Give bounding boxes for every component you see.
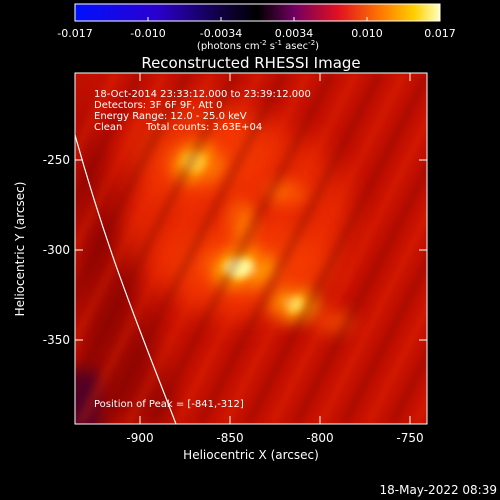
stripe-artifact xyxy=(363,299,427,424)
x-tick-label: -750 xyxy=(396,431,423,445)
stripe-artifact xyxy=(339,252,427,424)
timestamp: 18-May-2022 08:39 xyxy=(380,483,497,497)
stripe-artifact xyxy=(387,346,427,424)
colorbar-unit-label: (photons cm-2 s-1 asec-2) xyxy=(197,39,319,52)
y-tick-label: -250 xyxy=(43,153,70,167)
info-annotations: 18-Oct-2014 23:33:12.000 to 23:39:12.000… xyxy=(94,89,311,410)
info-total-counts: Total counts: 3.63E+04 xyxy=(145,122,262,133)
colorbar-tick-label: -0.0034 xyxy=(200,27,242,40)
stripe-artifact xyxy=(315,205,427,424)
rhessi-image xyxy=(75,73,500,424)
colorbar: -0.017 -0.010 -0.0034 0.0034 0.010 0.017… xyxy=(57,3,456,52)
stripe-artifact xyxy=(75,73,241,397)
y-axis-label: Heliocentric Y (arcsec) xyxy=(13,182,27,317)
stripe-artifact xyxy=(267,112,427,424)
colorbar-tick-label: 0.010 xyxy=(351,27,383,40)
colorbar-ticks xyxy=(74,17,441,21)
x-tick-label: -800 xyxy=(306,431,333,445)
info-energy-range: Energy Range: 12.0 - 25.0 keV xyxy=(94,111,247,122)
x-axis-label: Heliocentric X (arcsec) xyxy=(183,448,319,462)
stripe-artifact xyxy=(435,73,500,424)
stripe-artifact xyxy=(483,73,500,424)
stripe-artifact xyxy=(243,73,427,424)
stripe-artifact xyxy=(171,73,361,424)
stripe-artifact xyxy=(219,73,409,424)
colorbar-tick-label: 0.0034 xyxy=(275,27,314,40)
image-stripe-artifacts xyxy=(75,73,500,424)
colorbar-tick-label: -0.010 xyxy=(130,27,165,40)
y-tick-label: -350 xyxy=(43,333,70,347)
solar-limb xyxy=(75,134,177,424)
peak-position: Position of Peak = [-841,-312] xyxy=(94,399,244,410)
stripe-artifact xyxy=(195,73,385,424)
stripe-artifact xyxy=(75,73,121,163)
colorbar-gradient xyxy=(74,3,441,22)
colorbar-tick-label: 0.017 xyxy=(424,27,456,40)
plot-title: Reconstructed RHESSI Image xyxy=(141,54,360,72)
x-tick-label: -850 xyxy=(216,431,243,445)
stripe-artifact xyxy=(75,73,145,210)
stripe-artifact xyxy=(75,73,193,304)
y-tick-label: -300 xyxy=(43,243,70,257)
colorbar-tick-label: -0.017 xyxy=(57,27,92,40)
plot-frame xyxy=(74,72,428,425)
stripe-artifact xyxy=(291,158,427,424)
x-tick-label: -900 xyxy=(126,431,153,445)
stripe-artifact xyxy=(411,392,427,424)
stripe-artifact xyxy=(459,73,500,424)
stripe-artifact xyxy=(75,73,265,424)
info-method: Clean xyxy=(94,122,122,133)
axis-ticks xyxy=(75,73,427,424)
stripe-artifact xyxy=(147,73,337,424)
stripe-artifact xyxy=(123,73,313,424)
info-detectors: Detectors: 3F 6F 9F, Att 0 xyxy=(94,100,222,111)
stripe-artifact xyxy=(75,73,217,350)
stripe-artifact xyxy=(99,73,289,424)
info-time-range: 18-Oct-2014 23:33:12.000 to 23:39:12.000 xyxy=(94,89,311,100)
stripe-artifact xyxy=(75,73,169,257)
